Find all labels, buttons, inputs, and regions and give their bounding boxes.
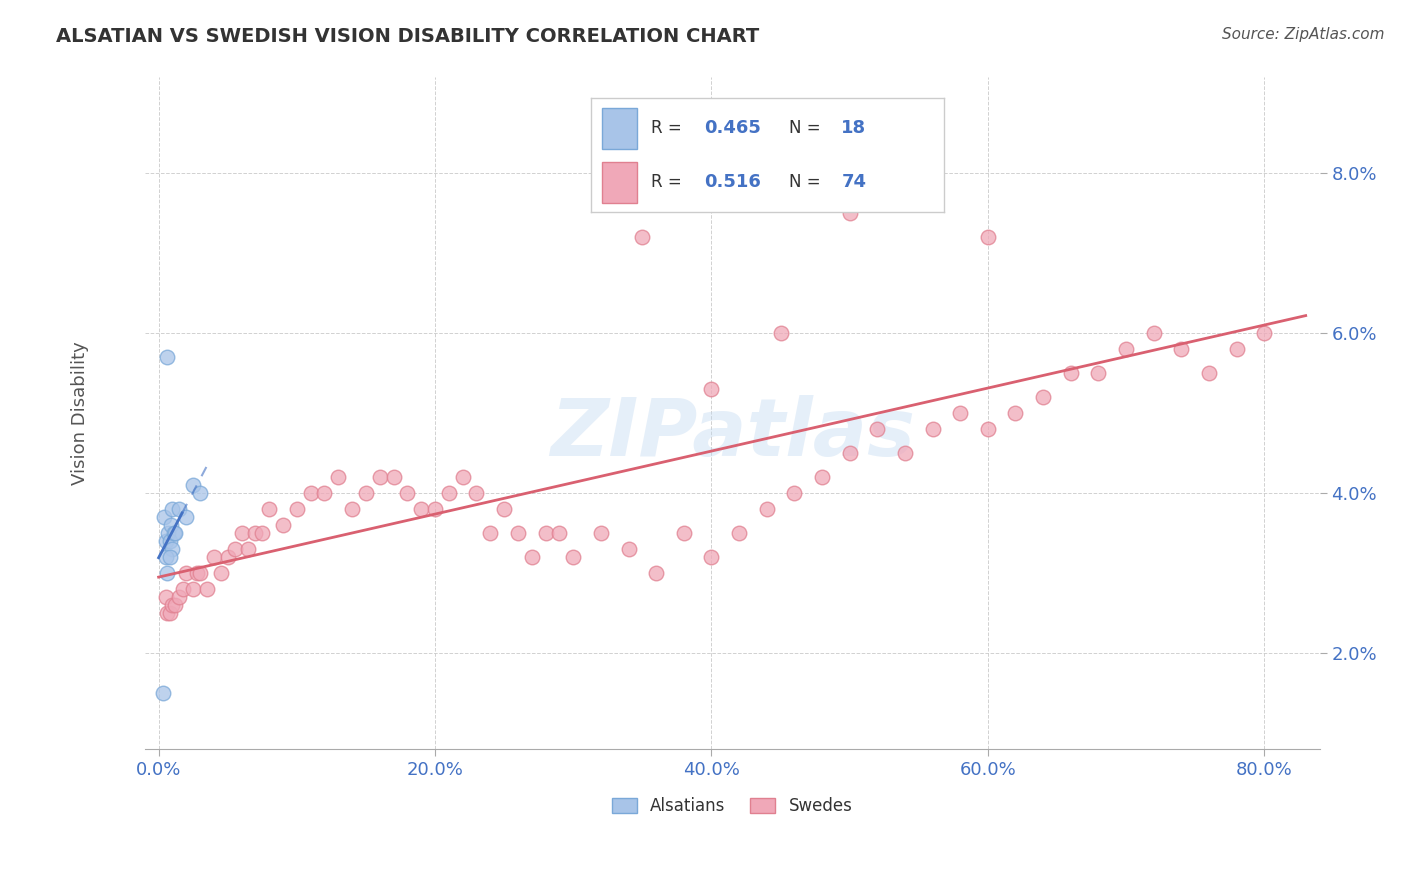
Point <box>645 566 668 581</box>
Point <box>188 486 211 500</box>
Point <box>165 526 187 541</box>
Point <box>1143 326 1166 341</box>
Point <box>1198 367 1220 381</box>
Text: Source: ZipAtlas.com: Source: ZipAtlas.com <box>1222 27 1385 42</box>
Point <box>769 326 792 341</box>
Point <box>271 518 294 533</box>
Point <box>156 607 179 621</box>
Point <box>173 582 195 597</box>
Point <box>1226 343 1249 357</box>
Point <box>907 166 929 180</box>
Point <box>494 502 516 516</box>
Point <box>811 470 834 484</box>
Point <box>162 599 184 613</box>
Point <box>188 566 211 581</box>
Point <box>156 351 179 365</box>
Y-axis label: Vision Disability: Vision Disability <box>72 342 89 485</box>
Point <box>354 486 377 500</box>
Point <box>411 502 433 516</box>
Point <box>368 470 391 484</box>
Point <box>159 550 181 565</box>
Point <box>1170 343 1192 357</box>
Point <box>169 502 191 516</box>
Point <box>755 502 778 516</box>
Point <box>155 550 177 565</box>
Point <box>163 526 186 541</box>
Point <box>159 534 181 549</box>
Point <box>1060 367 1083 381</box>
Point <box>181 582 204 597</box>
Point <box>156 566 179 581</box>
Point <box>451 470 474 484</box>
Point <box>465 486 488 500</box>
Point <box>174 510 197 524</box>
Point <box>165 599 187 613</box>
Point <box>1115 343 1137 357</box>
Point <box>866 422 889 436</box>
Point <box>340 502 363 516</box>
Point <box>548 526 571 541</box>
Point <box>977 230 1000 244</box>
Point <box>589 526 612 541</box>
Point <box>838 446 860 460</box>
Point <box>506 526 529 541</box>
Point <box>238 542 260 557</box>
Point <box>437 486 460 500</box>
Point <box>631 230 654 244</box>
Text: ALSATIAN VS SWEDISH VISION DISABILITY CORRELATION CHART: ALSATIAN VS SWEDISH VISION DISABILITY CO… <box>56 27 759 45</box>
Point <box>245 526 267 541</box>
Point <box>299 486 322 500</box>
Point <box>195 582 218 597</box>
Point <box>181 478 204 492</box>
Point <box>160 518 183 533</box>
Point <box>285 502 308 516</box>
Point <box>157 526 180 541</box>
Point <box>783 486 806 500</box>
Point <box>252 526 274 541</box>
Point <box>217 550 239 565</box>
Point <box>1087 367 1109 381</box>
Point <box>231 526 253 541</box>
Point <box>672 526 695 541</box>
Point <box>209 566 232 581</box>
Point <box>169 591 191 605</box>
Point <box>838 206 860 220</box>
Point <box>152 686 174 700</box>
Point <box>155 591 177 605</box>
Text: ZIPatlas: ZIPatlas <box>550 394 915 473</box>
Point <box>1032 391 1054 405</box>
Point <box>162 502 184 516</box>
Point <box>328 470 350 484</box>
Point <box>534 526 557 541</box>
Point <box>894 446 917 460</box>
Point <box>617 542 640 557</box>
Point <box>423 502 446 516</box>
Point <box>162 542 184 557</box>
Point <box>382 470 405 484</box>
Point <box>700 550 723 565</box>
Point <box>728 526 751 541</box>
Point <box>155 534 177 549</box>
Point <box>479 526 502 541</box>
Point <box>520 550 543 565</box>
Point <box>396 486 419 500</box>
Point <box>949 406 972 420</box>
Point <box>257 502 280 516</box>
Point <box>1004 406 1026 420</box>
Point <box>186 566 208 581</box>
Point <box>700 383 723 397</box>
Point <box>977 422 1000 436</box>
Point <box>1253 326 1275 341</box>
Point <box>174 566 197 581</box>
Point <box>921 422 943 436</box>
Legend: Alsatians, Swedes: Alsatians, Swedes <box>605 790 859 822</box>
Point <box>314 486 336 500</box>
Point <box>159 607 181 621</box>
Point <box>153 510 176 524</box>
Point <box>202 550 225 565</box>
Point <box>562 550 585 565</box>
Point <box>224 542 246 557</box>
